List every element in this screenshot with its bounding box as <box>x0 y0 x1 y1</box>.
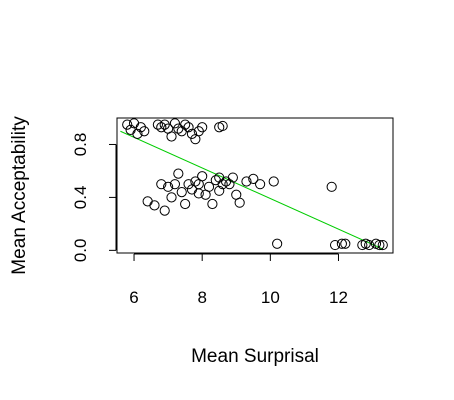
y-tick-label: 0.0 <box>71 239 90 263</box>
x-tick-label: 10 <box>261 288 280 307</box>
data-point <box>197 122 208 133</box>
data-point <box>190 176 201 187</box>
data-point <box>135 122 146 133</box>
data-point <box>156 179 167 190</box>
y-tick-label: 0.4 <box>71 186 90 210</box>
x-tick-label: 8 <box>197 288 206 307</box>
data-point <box>340 238 351 249</box>
data-points <box>122 118 388 251</box>
data-point <box>329 239 341 251</box>
data-point <box>326 181 337 192</box>
data-point <box>156 122 167 133</box>
y-axis-label: Mean Acceptability <box>9 116 30 275</box>
x-axis: 6 8 10 12 <box>129 253 348 307</box>
data-point <box>214 185 225 196</box>
data-point <box>224 179 235 190</box>
data-point <box>272 238 283 249</box>
data-point <box>364 239 375 251</box>
data-point <box>186 128 198 139</box>
data-point <box>132 128 143 139</box>
data-point <box>193 188 204 199</box>
data-point <box>180 198 191 210</box>
data-point <box>159 205 170 216</box>
data-point <box>217 120 228 132</box>
data-point <box>255 179 266 190</box>
data-point <box>166 192 177 203</box>
data-point <box>227 172 238 183</box>
x-tick-label: 12 <box>329 288 348 307</box>
regression-line <box>120 130 383 250</box>
data-point <box>234 197 245 208</box>
data-point <box>248 173 259 184</box>
data-point <box>268 176 279 187</box>
data-point <box>122 119 133 130</box>
data-point <box>193 179 204 190</box>
data-point <box>159 119 170 130</box>
x-axis-label: Mean Surprisal <box>191 346 319 367</box>
data-point <box>163 123 174 134</box>
data-point <box>163 181 174 192</box>
data-point <box>377 239 388 251</box>
fit-line-group <box>120 130 383 250</box>
data-point <box>176 187 187 198</box>
data-point <box>374 239 385 251</box>
data-point <box>169 118 181 129</box>
data-point <box>336 238 347 249</box>
data-point <box>183 122 194 133</box>
data-point <box>183 179 194 190</box>
data-point <box>152 119 163 130</box>
data-point <box>173 168 184 179</box>
data-point <box>203 181 215 192</box>
data-point <box>180 119 191 130</box>
y-axis: 0.0 0.4 0.8 <box>71 133 117 263</box>
plot-area-border <box>116 117 394 254</box>
x-tick-label: 6 <box>129 288 138 307</box>
data-point <box>217 179 228 190</box>
data-point <box>214 172 225 183</box>
y-tick-label: 0.8 <box>71 133 90 157</box>
data-point <box>193 126 204 137</box>
data-point <box>241 176 252 187</box>
data-point <box>149 200 160 211</box>
data-point <box>139 126 150 137</box>
data-point <box>207 198 218 210</box>
data-point <box>142 196 153 207</box>
data-point <box>169 179 181 190</box>
